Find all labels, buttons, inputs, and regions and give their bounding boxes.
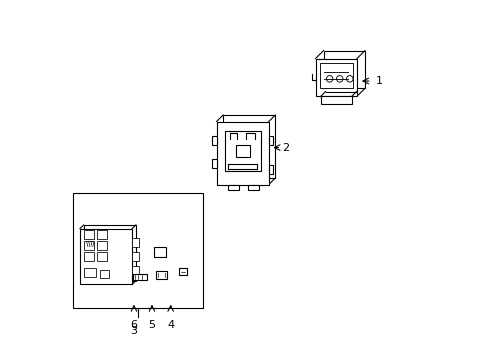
- Bar: [228, 184, 239, 190]
- Bar: [96, 252, 106, 261]
- Bar: [84, 230, 94, 239]
- Bar: [216, 122, 268, 185]
- Bar: [154, 247, 166, 257]
- Bar: [96, 241, 106, 250]
- Text: 6: 6: [130, 320, 137, 330]
- Text: 5: 5: [148, 320, 155, 330]
- Bar: [132, 238, 139, 247]
- Bar: [224, 131, 260, 171]
- Bar: [268, 136, 273, 145]
- Bar: [156, 271, 167, 279]
- Bar: [319, 63, 352, 87]
- Text: 2: 2: [282, 143, 289, 153]
- Bar: [315, 58, 356, 96]
- Bar: [80, 229, 132, 284]
- Bar: [132, 252, 139, 261]
- Bar: [323, 50, 364, 88]
- Bar: [132, 266, 139, 275]
- Bar: [84, 241, 94, 250]
- Bar: [268, 165, 273, 174]
- Bar: [235, 145, 249, 157]
- Bar: [73, 193, 203, 308]
- Bar: [320, 96, 351, 104]
- Bar: [84, 252, 94, 261]
- Bar: [83, 225, 136, 281]
- Bar: [247, 184, 258, 190]
- Bar: [133, 274, 147, 280]
- Bar: [179, 268, 187, 275]
- Bar: [96, 230, 106, 239]
- Text: 1: 1: [375, 76, 382, 86]
- Bar: [223, 115, 275, 178]
- Bar: [211, 159, 216, 168]
- Text: 4: 4: [167, 320, 174, 330]
- Text: 3: 3: [130, 326, 137, 336]
- Bar: [83, 268, 96, 277]
- Bar: [100, 270, 108, 278]
- Bar: [211, 136, 216, 145]
